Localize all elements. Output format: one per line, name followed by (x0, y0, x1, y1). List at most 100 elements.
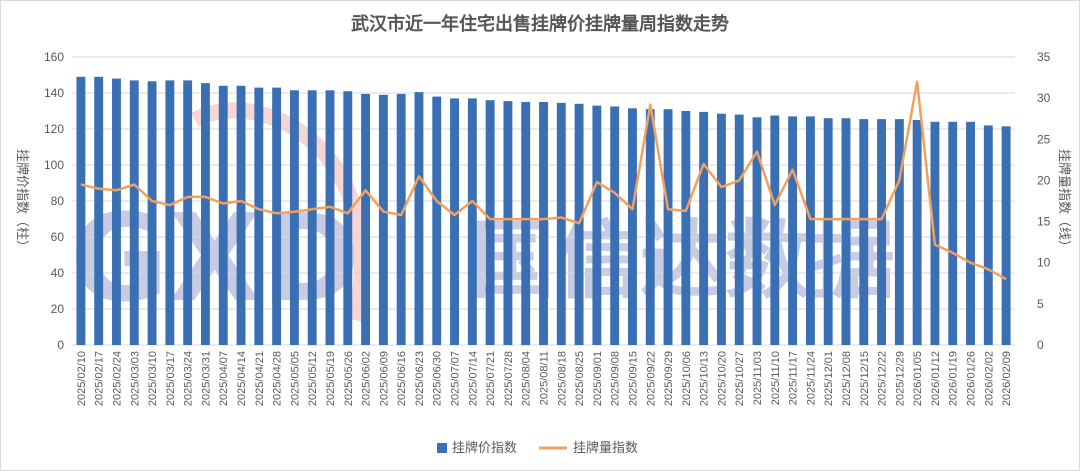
x-tick-label: 2025/05/26 (343, 351, 355, 406)
bar (307, 90, 317, 345)
x-tick-label: 2025/06/02 (361, 351, 373, 406)
x-tick-label: 2025/09/22 (645, 351, 657, 406)
x-tick-label: 2025/03/03 (129, 351, 141, 406)
bar (361, 93, 371, 346)
legend-line-label: 挂牌量指数 (573, 440, 638, 456)
x-axis-ticks: 2025/02/10 2025/02/17 2025/02/24 2025/03/03… (76, 351, 1013, 406)
bar (966, 121, 975, 345)
bar-series (76, 76, 1011, 346)
bar (610, 106, 620, 345)
bar (663, 109, 673, 345)
x-tick-label: 2025/08/25 (574, 351, 586, 406)
bar (325, 90, 335, 345)
line-series (80, 80, 1007, 281)
x-tick-label: 2026/02/09 (1001, 351, 1013, 406)
bar (592, 105, 602, 345)
bar (628, 108, 637, 345)
bar (930, 121, 940, 345)
bar (396, 93, 406, 346)
bar (1001, 126, 1011, 345)
x-tick-label: 2025/08/04 (521, 351, 533, 406)
x-tick-label: 2025/12/15 (859, 351, 871, 406)
bar (521, 102, 531, 345)
bar (734, 114, 744, 345)
x-tick-label: 2025/06/30 (432, 351, 444, 406)
bar (948, 121, 958, 345)
x-tick-label: 2025/02/17 (94, 351, 106, 406)
x-tick-label: 2025/02/24 (112, 351, 124, 406)
bar (272, 87, 282, 345)
x-tick-label: 2025/10/20 (716, 351, 728, 406)
x-tick-label: 2025/11/24 (805, 351, 817, 405)
x-tick-label: 2025/06/09 (378, 351, 390, 406)
y-right-tick-label: 30 (1037, 91, 1051, 105)
x-tick-label: 2025/08/11 (539, 351, 551, 405)
x-tick-label: 2025/10/13 (699, 351, 711, 406)
bar (218, 85, 228, 346)
x-tick-label: 2025/04/14 (236, 351, 248, 406)
bar (485, 100, 495, 345)
y-left-tick-label: 0 (57, 338, 64, 352)
bar (289, 90, 299, 345)
x-tick-label: 2025/04/21 (254, 351, 266, 406)
bar (450, 98, 459, 346)
y-right-tick-label: 10 (1037, 256, 1051, 270)
bar (788, 116, 798, 346)
y-left-tick-label: 60 (51, 230, 65, 244)
x-tick-label: 2025/07/21 (485, 351, 497, 406)
x-tick-label: 2025/11/17 (788, 351, 800, 405)
bar (200, 83, 210, 345)
x-tick-label: 2025/04/28 (272, 351, 284, 406)
x-tick-label: 2025/09/08 (610, 351, 622, 406)
x-tick-label: 2025/07/28 (503, 351, 515, 406)
y-left-tick-label: 140 (44, 86, 64, 100)
bar (894, 119, 904, 345)
x-tick-label: 2025/12/08 (841, 351, 853, 406)
x-tick-label: 2026/01/05 (912, 351, 924, 406)
bar (805, 116, 815, 346)
x-tick-label: 2025/09/29 (663, 351, 675, 406)
bar (699, 111, 709, 346)
x-tick-label: 2025/12/22 (877, 351, 889, 406)
bar (912, 120, 922, 345)
bar (716, 113, 726, 345)
bar (983, 125, 993, 346)
bar (539, 102, 548, 345)
x-tick-label: 2025/05/05 (289, 351, 301, 406)
bar (343, 91, 353, 345)
bar (183, 80, 193, 346)
y-axis-right-label: 挂牌量指数（线） (1056, 149, 1072, 253)
x-tick-label: 2025/02/10 (76, 351, 88, 406)
bar (467, 98, 477, 346)
x-tick-label: 2025/12/29 (894, 351, 906, 406)
bar (76, 76, 86, 346)
y-right-tick-label: 15 (1037, 215, 1051, 229)
bar (859, 119, 869, 345)
x-tick-label: 2025/08/18 (556, 351, 568, 406)
bar (165, 80, 175, 346)
series-line (80, 80, 1007, 281)
bar (752, 117, 762, 345)
x-tick-label: 2025/11/10 (770, 351, 782, 405)
y-axis-right-ticks: 0 5 10 15 20 25 30 35 (1037, 50, 1051, 352)
bar (147, 81, 157, 346)
x-tick-label: 2025/03/17 (165, 351, 177, 406)
y-right-tick-label: 25 (1037, 132, 1051, 146)
chart-title: 武汉市近一年住宅出售挂牌价挂牌量周指数走势 (351, 13, 729, 35)
x-tick-label: 2025/07/07 (450, 351, 462, 406)
bar (503, 101, 513, 345)
x-tick-label: 2025/10/06 (681, 351, 693, 406)
y-left-tick-label: 100 (44, 158, 64, 172)
x-tick-label: 2025/03/31 (200, 351, 212, 406)
x-tick-label: 2026/01/19 (948, 351, 960, 406)
y-left-tick-label: 160 (44, 50, 64, 64)
legend-bar-swatch (437, 443, 447, 453)
y-right-tick-label: 0 (1037, 338, 1044, 352)
x-tick-label: 2025/09/15 (628, 351, 640, 406)
x-tick-label: 2025/03/10 (147, 351, 159, 406)
x-tick-label: 2025/06/23 (414, 351, 426, 406)
bar (378, 94, 388, 345)
bar (112, 78, 121, 345)
x-tick-label: 2025/03/24 (183, 351, 195, 406)
